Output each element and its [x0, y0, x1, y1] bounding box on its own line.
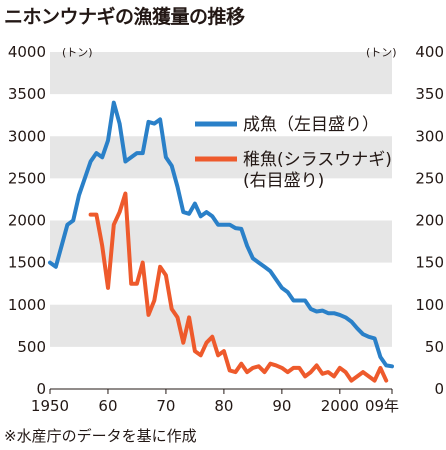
- x-tick-label: 09年: [365, 397, 399, 415]
- right-tick-label: 300: [415, 127, 444, 145]
- x-tick-label: 90: [272, 397, 291, 415]
- x-tick-label: 80: [214, 397, 233, 415]
- grid-band: [50, 52, 392, 95]
- left-tick-label: 3500: [8, 85, 46, 103]
- x-tick-label: 2000: [321, 397, 359, 415]
- right-axis-unit: (トン): [366, 46, 397, 59]
- series-layer: [48, 100, 394, 383]
- series-line-juvenile: [88, 191, 389, 383]
- left-tick-label: 1500: [8, 254, 46, 272]
- x-tick-label: 60: [98, 397, 117, 415]
- left-axis-ticks: 0 500 1000 1500 2000 2500 3000 3500 4000: [8, 43, 46, 398]
- legend-label-adult: 成魚（左目盛り）: [243, 115, 379, 135]
- right-tick-label: 150: [415, 254, 444, 272]
- right-tick-label: 400: [415, 43, 444, 61]
- left-axis-unit: (トン): [62, 46, 93, 59]
- left-tick-label: 2000: [8, 212, 46, 230]
- legend-label-juvenile-axis: (右目盛り): [243, 171, 324, 191]
- right-tick-label: 50: [425, 338, 444, 356]
- legend: 成魚（左目盛り） 稚魚(シラスウナギ)(右目盛り): [195, 115, 392, 191]
- series-line-adult: [48, 100, 394, 369]
- grid-band: [50, 220, 392, 263]
- left-tick-label: 2500: [8, 169, 46, 187]
- right-tick-label: 350: [415, 85, 444, 103]
- right-tick-label: 0: [434, 380, 444, 398]
- x-tick-label: 1950: [31, 397, 69, 415]
- left-tick-label: 4000: [8, 43, 46, 61]
- right-tick-label: 250: [415, 169, 444, 187]
- right-tick-label: 100: [415, 296, 444, 314]
- grid-bands: [50, 52, 392, 390]
- left-tick-label: 0: [36, 380, 46, 398]
- source-note: ※水産庁のデータを基に作成: [4, 427, 197, 445]
- right-axis-ticks: 0 50 100 150 200 250 300 350 400: [415, 43, 444, 398]
- x-axis-ticks: 1950 60 70 80 90 2000 09年: [31, 389, 399, 415]
- left-tick-label: 3000: [8, 127, 46, 145]
- x-tick-label: 70: [156, 397, 175, 415]
- grid-band: [50, 304, 392, 347]
- left-tick-label: 500: [17, 338, 46, 356]
- left-tick-label: 1000: [8, 296, 46, 314]
- legend-label-juvenile: 稚魚(シラスウナギ): [243, 150, 392, 170]
- chart-title: ニホンウナギの漁獲量の推移: [4, 6, 245, 28]
- right-tick-label: 200: [415, 212, 444, 230]
